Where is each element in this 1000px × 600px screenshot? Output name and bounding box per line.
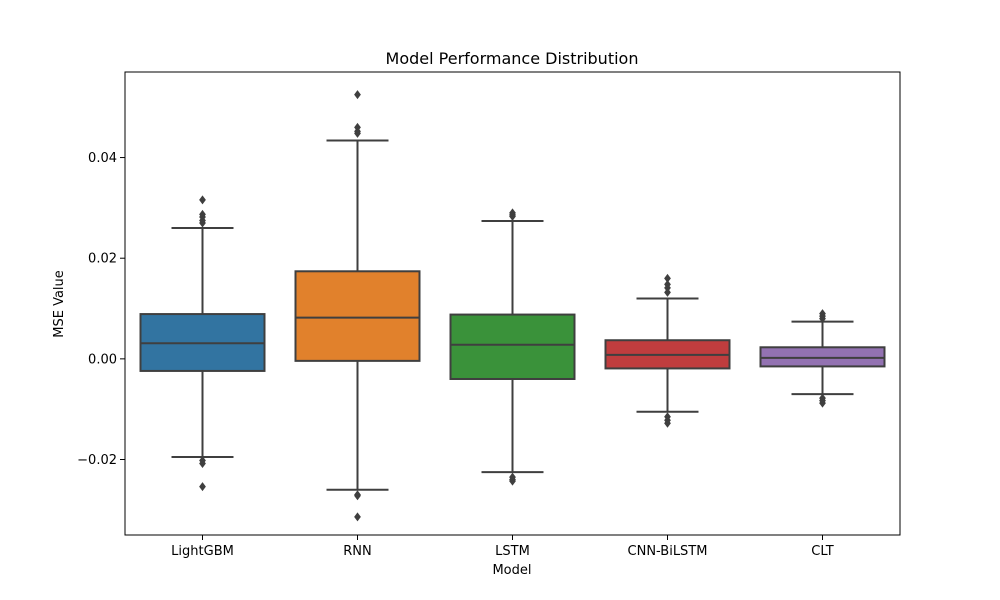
x-tick-label: LightGBM [171, 544, 234, 559]
box-group-rnn [294, 90, 421, 522]
box-iqr [449, 313, 576, 380]
x-tick-label: RNN [343, 544, 371, 559]
x-axis: LightGBM RNN LSTM CNN-BiLSTM CLT [171, 535, 834, 559]
outlier-point [354, 128, 361, 138]
y-tick-label: 0.00 [88, 352, 117, 367]
box-iqr [759, 346, 886, 368]
chart-title: Model Performance Distribution [386, 49, 639, 68]
box-iqr [294, 270, 421, 362]
y-tick-label: −0.02 [77, 453, 117, 468]
x-tick-label: CLT [811, 544, 834, 559]
outlier-point [509, 476, 516, 486]
box-group-clt [759, 309, 886, 408]
outlier-point [199, 218, 206, 228]
x-tick-label: CNN-BiLSTM [628, 544, 708, 559]
y-axis-label: MSE Value [52, 270, 67, 338]
outlier-point [199, 195, 206, 205]
outlier-point [354, 491, 361, 501]
outlier-point [819, 398, 826, 408]
y-tick-label: 0.04 [88, 151, 117, 166]
outlier-point [664, 273, 671, 283]
outlier-point [199, 459, 206, 469]
x-tick-label: LSTM [495, 544, 530, 559]
y-axis: −0.02 0.00 0.02 0.04 [77, 151, 125, 468]
outlier-point [199, 482, 206, 492]
outlier-point [664, 418, 671, 428]
outlier-point [819, 314, 826, 324]
outlier-point [354, 512, 361, 522]
outlier-point [509, 211, 516, 221]
plot-area [124, 71, 901, 536]
outlier-point [664, 287, 671, 297]
x-axis-label: Model [492, 563, 531, 578]
box-group-cnn-bilstm [604, 273, 731, 428]
outlier-point [664, 283, 671, 293]
y-tick-label: 0.02 [88, 252, 117, 267]
box-group-lightgbm [139, 195, 266, 492]
box-group-lstm [449, 208, 576, 486]
outlier-point [354, 90, 361, 100]
